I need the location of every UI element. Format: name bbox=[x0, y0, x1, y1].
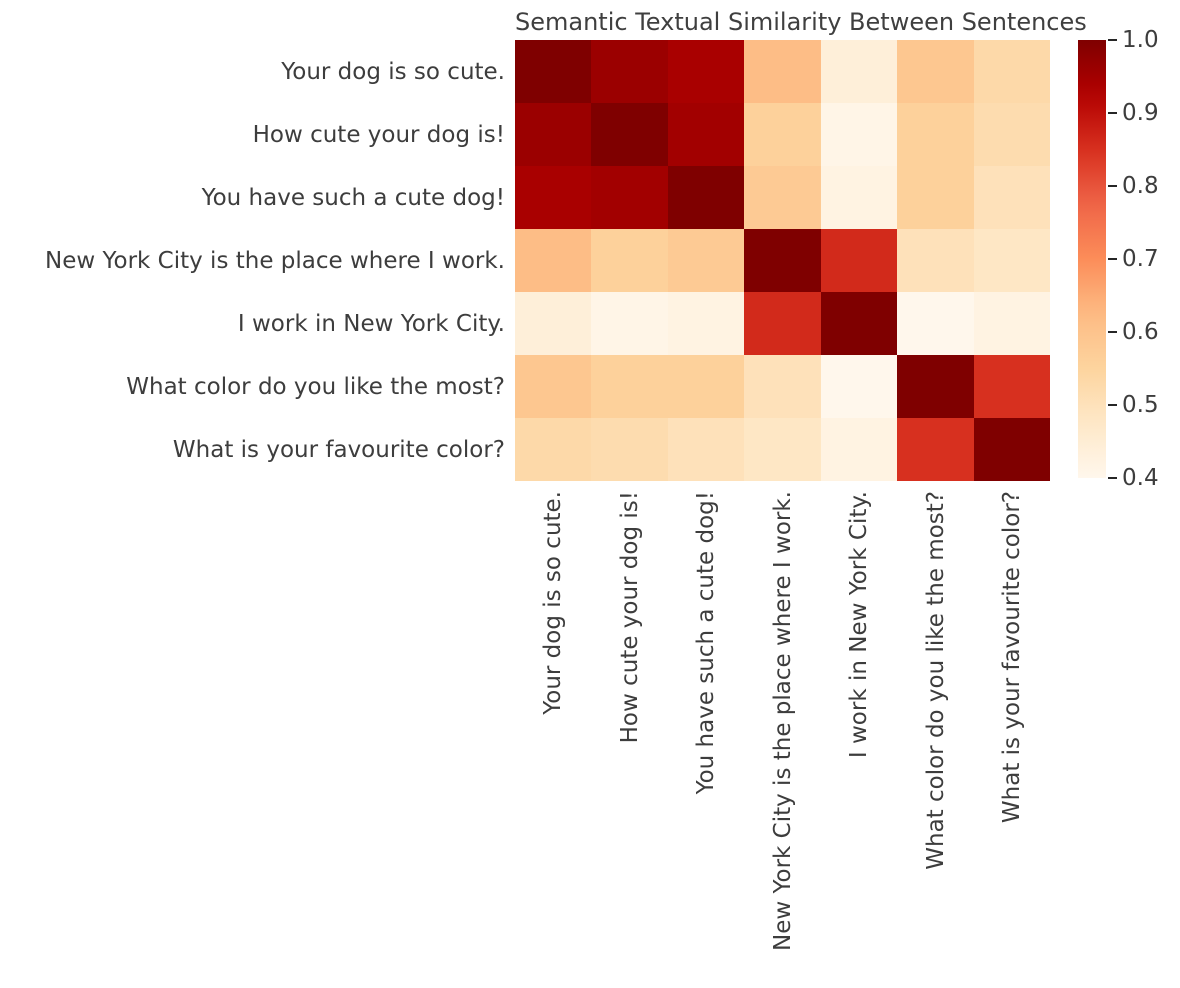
colorbar-tick-label: 0.7 bbox=[1122, 246, 1159, 272]
heatmap-cell bbox=[821, 292, 897, 355]
heatmap-cell bbox=[974, 166, 1050, 229]
heatmap-cell bbox=[515, 229, 591, 292]
heatmap-cell bbox=[897, 229, 974, 292]
heatmap-cell bbox=[668, 418, 744, 481]
heatmap-cell bbox=[591, 292, 668, 355]
colorbar-tick-mark bbox=[1108, 258, 1117, 260]
heatmap-cell bbox=[821, 166, 897, 229]
heatmap-cell bbox=[515, 292, 591, 355]
x-tick-label: You have such a cute dog! bbox=[691, 491, 721, 798]
heatmap-cell bbox=[897, 40, 974, 103]
y-tick-label: Your dog is so cute. bbox=[281, 59, 505, 85]
heatmap-cell bbox=[744, 292, 821, 355]
heatmap-cell bbox=[515, 40, 591, 103]
colorbar bbox=[1078, 40, 1106, 478]
heatmap-cell bbox=[515, 418, 591, 481]
heatmap-cell bbox=[897, 355, 974, 418]
colorbar-tick-label: 0.6 bbox=[1122, 319, 1159, 345]
heatmap-cell bbox=[744, 40, 821, 103]
heatmap-cell bbox=[974, 292, 1050, 355]
x-tick-label-text: I work in New York City. bbox=[846, 491, 872, 759]
heatmap-cell bbox=[668, 40, 744, 103]
heatmap-cell bbox=[897, 292, 974, 355]
heatmap-cell bbox=[821, 229, 897, 292]
x-tick-label-text: Your dog is so cute. bbox=[540, 491, 566, 715]
heatmap-cell bbox=[897, 166, 974, 229]
heatmap-cell bbox=[821, 355, 897, 418]
heatmap-cell bbox=[744, 229, 821, 292]
x-tick-label-text: What is your favourite color? bbox=[999, 491, 1025, 824]
heatmap-cell bbox=[974, 103, 1050, 166]
chart-title: Semantic Textual Similarity Between Sent… bbox=[515, 8, 1087, 36]
heatmap-cell bbox=[744, 355, 821, 418]
heatmap-grid bbox=[515, 40, 1050, 481]
colorbar-tick-mark bbox=[1108, 112, 1117, 114]
heatmap-cell bbox=[821, 103, 897, 166]
heatmap-cell bbox=[744, 418, 821, 481]
heatmap-cell bbox=[515, 355, 591, 418]
heatmap-cell bbox=[668, 103, 744, 166]
y-tick-label: How cute your dog is! bbox=[252, 122, 505, 148]
colorbar-tick-label: 1.0 bbox=[1122, 27, 1159, 53]
heatmap-cell bbox=[668, 166, 744, 229]
heatmap-cell bbox=[821, 418, 897, 481]
x-tick-label: What is your favourite color? bbox=[997, 491, 1027, 827]
heatmap-cell bbox=[591, 103, 668, 166]
heatmap-cell bbox=[668, 292, 744, 355]
colorbar-tick-mark bbox=[1108, 331, 1117, 333]
y-tick-label: I work in New York City. bbox=[237, 311, 505, 337]
heatmap-cell bbox=[591, 355, 668, 418]
heatmap-cell bbox=[744, 103, 821, 166]
y-tick-label: What is your favourite color? bbox=[172, 437, 505, 463]
colorbar-tick-mark bbox=[1108, 185, 1117, 187]
heatmap-cell bbox=[974, 355, 1050, 418]
heatmap-cell bbox=[591, 418, 668, 481]
y-tick-label: New York City is the place where I work. bbox=[45, 248, 505, 274]
heatmap-cell bbox=[515, 103, 591, 166]
colorbar-tick-label: 0.8 bbox=[1122, 173, 1159, 199]
heatmap-cell bbox=[591, 229, 668, 292]
x-tick-label: What color do you like the most? bbox=[921, 491, 951, 874]
heatmap-cell bbox=[591, 166, 668, 229]
heatmap-cell bbox=[744, 166, 821, 229]
colorbar-tick-mark bbox=[1108, 477, 1117, 479]
heatmap-cell bbox=[897, 103, 974, 166]
heatmap-cell bbox=[668, 229, 744, 292]
heatmap-cell bbox=[974, 229, 1050, 292]
x-tick-label-text: You have such a cute dog! bbox=[693, 491, 719, 795]
x-tick-label: I work in New York City. bbox=[844, 491, 874, 762]
colorbar-tick-label: 0.5 bbox=[1122, 392, 1159, 418]
colorbar-tick-label: 0.4 bbox=[1122, 465, 1159, 491]
colorbar-tick-mark bbox=[1108, 39, 1117, 41]
colorbar-tick-mark bbox=[1108, 404, 1117, 406]
x-tick-label: How cute your dog is! bbox=[615, 491, 645, 747]
heatmap-cell bbox=[668, 355, 744, 418]
x-tick-label-text: What color do you like the most? bbox=[923, 491, 949, 870]
heatmap-cell bbox=[515, 166, 591, 229]
y-tick-label: What color do you like the most? bbox=[126, 374, 505, 400]
x-tick-label: New York City is the place where I work. bbox=[768, 491, 798, 955]
heatmap-cell bbox=[821, 40, 897, 103]
heatmap-cell bbox=[591, 40, 668, 103]
heatmap-cell bbox=[897, 418, 974, 481]
x-tick-label-text: How cute your dog is! bbox=[617, 491, 643, 744]
x-tick-label: Your dog is so cute. bbox=[538, 491, 568, 719]
colorbar-tick-label: 0.9 bbox=[1122, 100, 1159, 126]
y-tick-label: You have such a cute dog! bbox=[201, 185, 505, 211]
heatmap-cell bbox=[974, 40, 1050, 103]
x-tick-label-text: New York City is the place where I work. bbox=[770, 491, 796, 951]
heatmap-cell bbox=[974, 418, 1050, 481]
